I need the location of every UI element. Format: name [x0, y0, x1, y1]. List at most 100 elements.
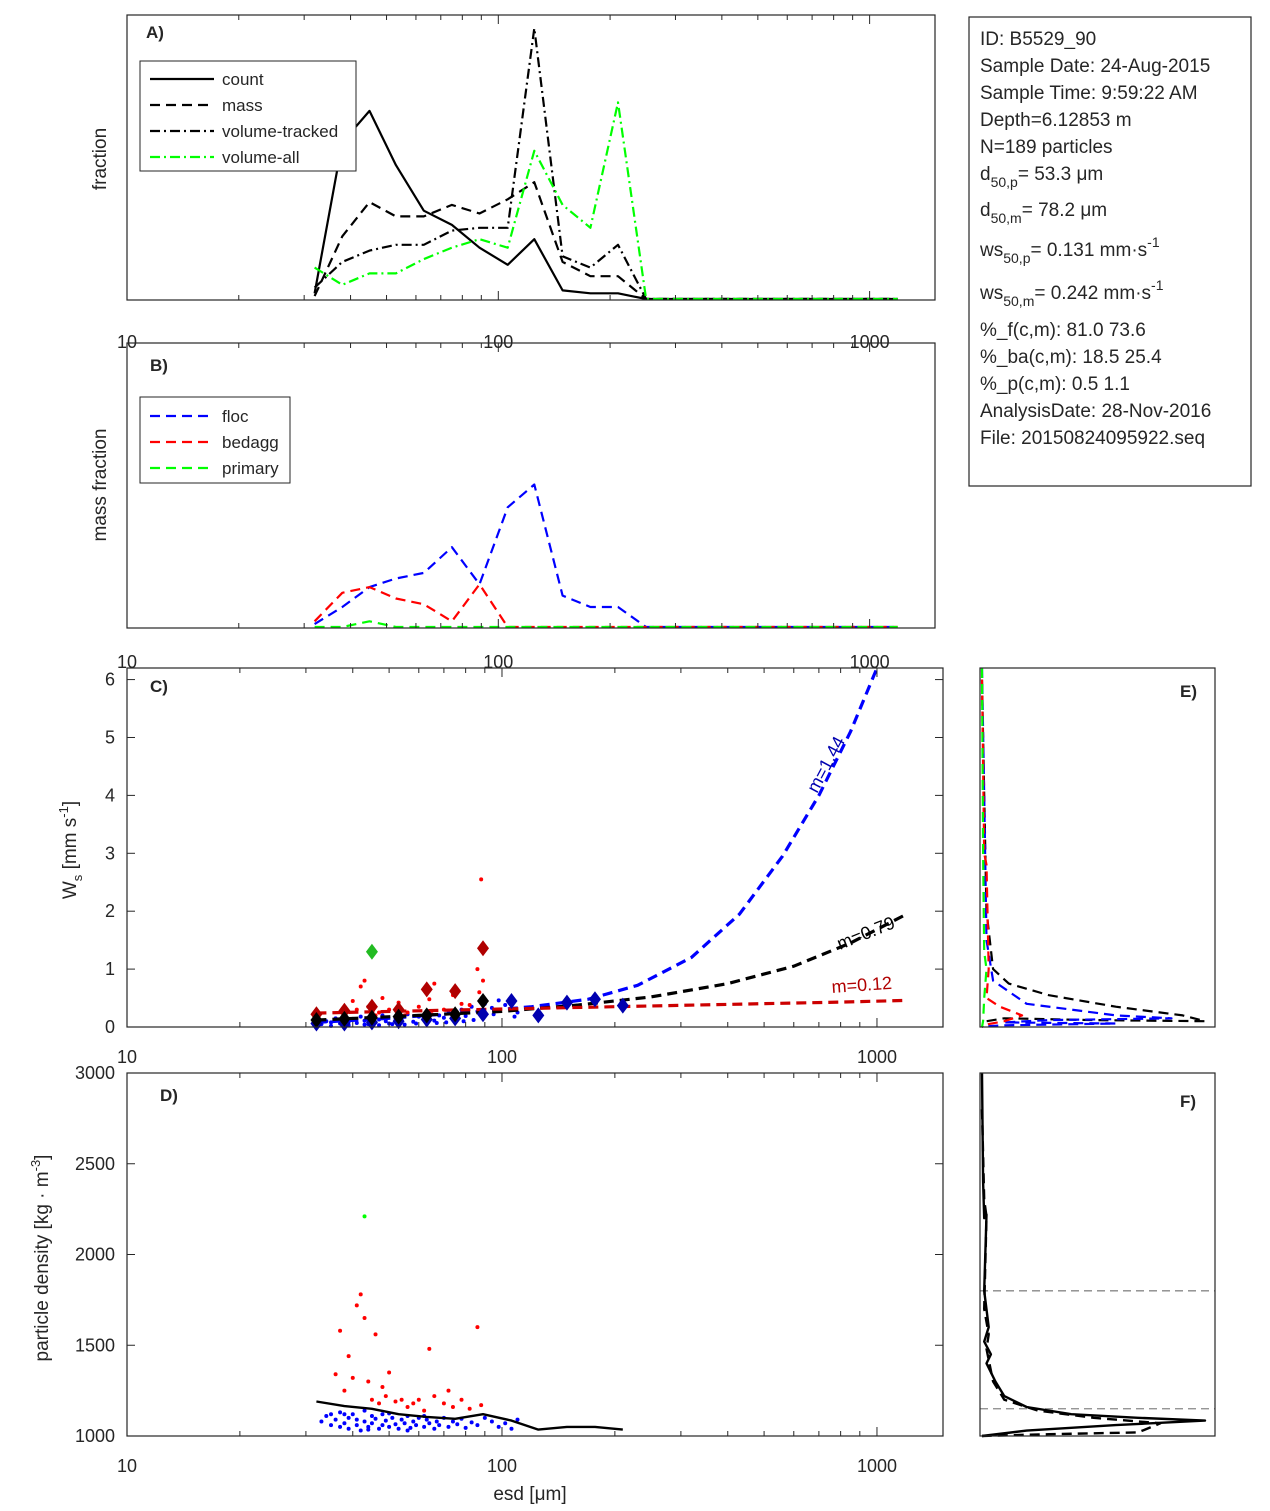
y-tick-label-d: 1500 — [75, 1335, 115, 1355]
data-point-d-floc — [482, 1415, 487, 1420]
diamond-marker-c-0 — [477, 1006, 490, 1023]
data-point-d-floc — [396, 1426, 401, 1431]
data-point-c-bedagg — [475, 967, 480, 972]
diamond-marker-c-2 — [310, 1012, 323, 1029]
diamond-marker-c-1 — [365, 998, 378, 1015]
series-line-e-black — [980, 679, 1207, 1028]
info-line-d50m: d50,m= 78.2 μm — [980, 200, 1107, 226]
x-tick-label-c: 10 — [117, 1047, 137, 1067]
data-point-d-floc — [358, 1428, 363, 1433]
data-point-d-floc — [342, 1412, 347, 1417]
data-point-c-floc — [444, 1020, 449, 1025]
info-line-analysis: AnalysisDate: 28-Nov-2016 — [980, 401, 1211, 422]
data-point-c-bedagg — [362, 978, 367, 983]
x-tick-label-b: 10 — [117, 652, 137, 672]
diamond-marker-c-1 — [338, 1002, 351, 1019]
data-point-c-floc — [471, 1018, 476, 1023]
diamond-marker-c-0 — [588, 991, 601, 1008]
info-line-file: File: 20150824095922.seq — [980, 428, 1205, 449]
data-point-d-floc — [450, 1419, 455, 1424]
plot-content-layer — [139, 27, 1215, 1438]
data-point-c-bedagg — [479, 877, 484, 882]
series-line-f-solid — [980, 1072, 1207, 1438]
axes-frame-e — [979, 667, 1216, 1028]
data-point-d-primary — [362, 1214, 367, 1219]
data-point-c-bedagg — [377, 1010, 382, 1015]
y-tick-label-c: 0 — [105, 1017, 115, 1037]
data-point-d-bedagg — [366, 1379, 371, 1384]
series-line-f-dashed — [980, 1109, 1162, 1438]
x-tick-label-d: 100 — [487, 1456, 517, 1476]
data-point-d-floc — [333, 1417, 338, 1422]
data-point-c-floc — [461, 1019, 466, 1024]
data-point-d-bedagg — [383, 1394, 388, 1399]
data-point-d-floc — [346, 1426, 351, 1431]
data-point-d-floc — [350, 1412, 355, 1417]
data-point-c-floc — [496, 998, 501, 1003]
data-point-d-floc — [446, 1424, 451, 1429]
data-point-d-floc — [455, 1422, 460, 1427]
fit-label-c-1: m=0.79 — [834, 912, 898, 953]
data-point-d-floc — [503, 1421, 508, 1426]
axes-frame-d — [126, 1072, 944, 1437]
ws50p-value: = 0.131 mm·s — [1030, 240, 1147, 261]
series-line-a-mass — [313, 181, 898, 301]
series-line-e-primary — [980, 667, 988, 1028]
data-point-d-floc — [422, 1424, 427, 1429]
ylabel-c: Ws [mm s-1] — [56, 801, 85, 899]
ylabel-a: fraction — [90, 128, 111, 190]
fit-line-c-1 — [316, 912, 908, 1022]
y-tick-label-c: 3 — [105, 843, 115, 863]
data-point-d-bedagg — [411, 1401, 416, 1406]
data-point-d-bedagg — [387, 1370, 392, 1375]
data-point-c-bedagg — [481, 978, 486, 983]
data-point-c-bedagg — [432, 981, 437, 986]
data-point-c-floc — [503, 1002, 508, 1007]
ylabel-c-end: ] — [60, 801, 81, 806]
data-point-d-floc — [319, 1419, 324, 1424]
data-point-d-bedagg — [393, 1399, 398, 1404]
data-point-d-bedagg — [475, 1325, 480, 1330]
ylabel-d-base: particle density [kg · m — [32, 1171, 53, 1361]
diamond-marker-c-0 — [560, 994, 573, 1011]
d50m-base: d — [980, 200, 991, 221]
info-line-pf: %_f(c,m): 81.0 73.6 — [980, 320, 1146, 341]
ylabel-c-mid: [mm s — [60, 818, 81, 875]
info-line-pba: %_ba(c,m): 18.5 25.4 — [980, 347, 1162, 368]
data-point-d-floc — [377, 1426, 382, 1431]
y-tick-label-c: 6 — [105, 670, 115, 690]
data-point-c-floc — [402, 1022, 407, 1027]
series-line-a-volume-all — [314, 101, 898, 301]
data-point-d-bedagg — [432, 1394, 437, 1399]
xlabel-d-end: ] — [561, 1484, 566, 1505]
y-tick-label-d: 3000 — [75, 1063, 115, 1083]
y-tick-label-d: 2000 — [75, 1245, 115, 1265]
xlabel-d: esd [μm] — [493, 1484, 566, 1505]
data-point-d-bedagg — [346, 1354, 351, 1359]
ylabel-d-sup: -3 — [28, 1160, 43, 1172]
legend-label-a-count: count — [222, 70, 264, 89]
data-point-d-floc — [362, 1408, 367, 1413]
ylabel-c-sup: -1 — [56, 806, 71, 818]
legend-label-b-bedagg: bedagg — [222, 433, 279, 452]
legend-label-a-mass: mass — [222, 96, 263, 115]
diamond-marker-c-0 — [532, 1007, 545, 1024]
data-point-d-floc — [393, 1422, 398, 1427]
data-point-d-floc — [354, 1417, 359, 1422]
data-point-d-bedagg — [362, 1316, 367, 1321]
xlabel-d-base: esd [ — [493, 1484, 535, 1505]
data-point-d-floc — [380, 1412, 385, 1417]
median-density-line-d — [316, 1400, 623, 1431]
data-point-d-floc — [338, 1424, 343, 1429]
data-point-d-floc — [434, 1419, 439, 1424]
x-tick-label-b: 100 — [483, 652, 513, 672]
ws50m-value: = 0.242 mm·s — [1034, 283, 1151, 304]
data-point-c-bedagg — [416, 1004, 421, 1009]
info-box-text: ID: B5529_90 Sample Date: 24-Aug-2015 Sa… — [979, 29, 1211, 449]
data-point-d-bedagg — [369, 1397, 374, 1402]
legend-label-b-floc: floc — [222, 407, 249, 426]
data-point-d-bedagg — [338, 1328, 343, 1333]
data-point-d-floc — [469, 1420, 474, 1425]
data-point-c-floc — [377, 1017, 382, 1022]
